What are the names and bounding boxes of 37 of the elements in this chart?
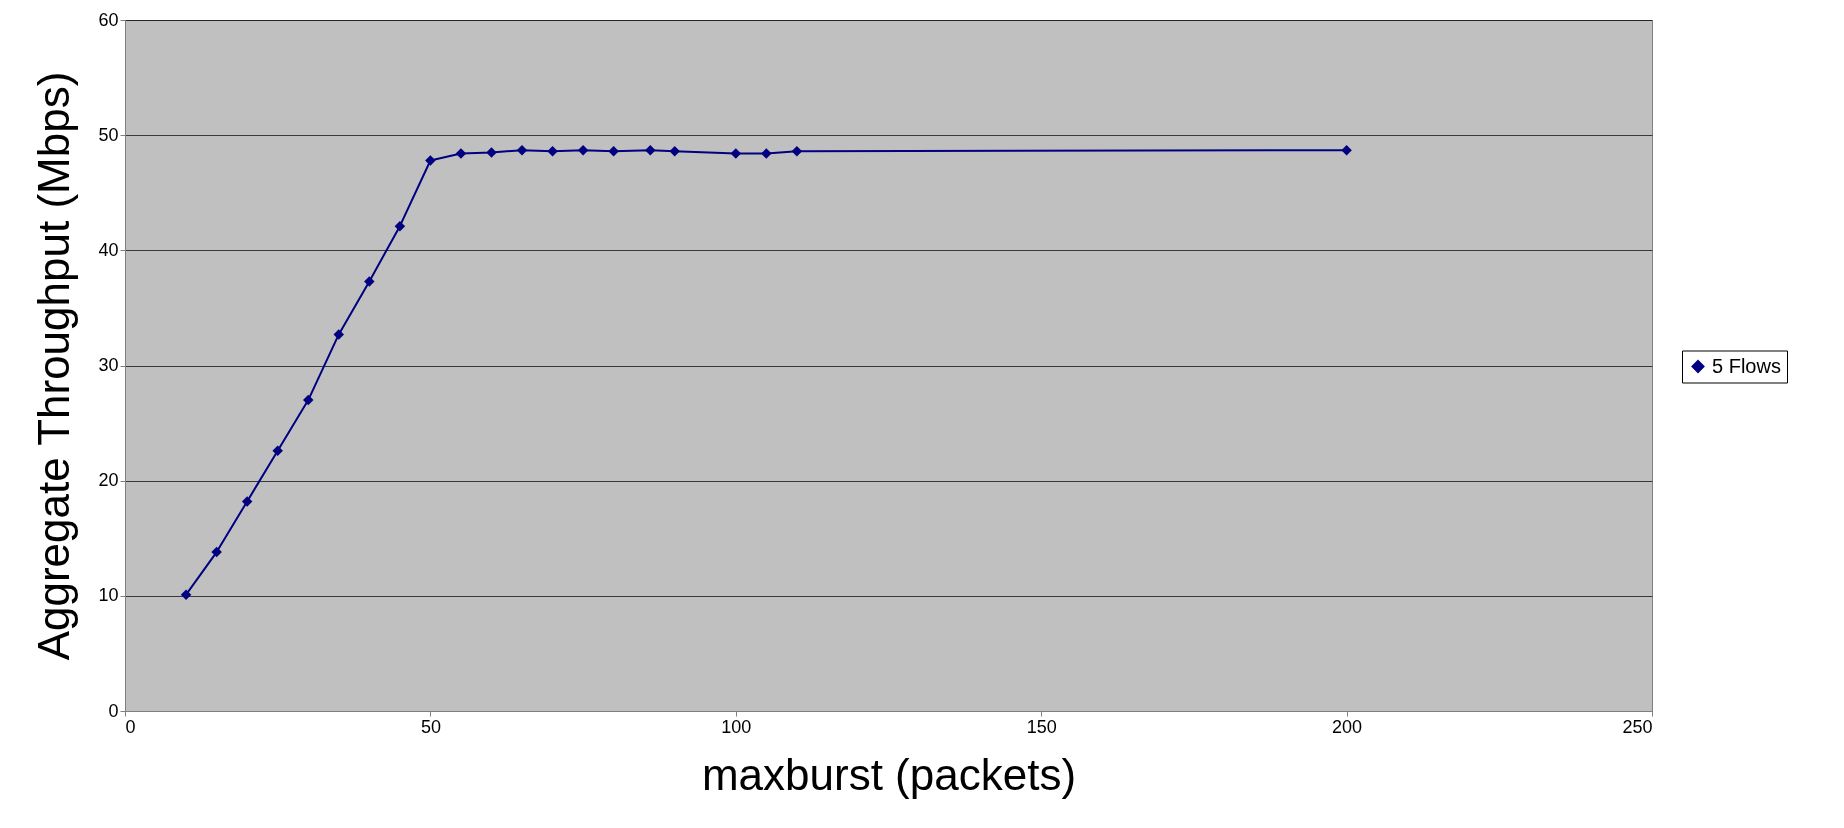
y-tick-label: 20 xyxy=(98,470,119,491)
point xyxy=(455,148,467,159)
y-tick-label: 30 xyxy=(98,355,119,375)
y-tick-label: 10 xyxy=(98,585,119,606)
point xyxy=(577,144,589,156)
point xyxy=(333,329,345,340)
y-tick-label: 50 xyxy=(98,124,119,145)
x-tick-label: 200 xyxy=(1332,716,1363,737)
point xyxy=(303,394,314,406)
point xyxy=(241,496,253,507)
point xyxy=(272,445,283,456)
y-axis-title: Aggregate Throughput (Mbps) xyxy=(29,71,79,661)
y-tick-label: 40 xyxy=(98,239,119,260)
point xyxy=(516,144,528,156)
x-tick-label: 250 xyxy=(1622,716,1653,737)
x-tick-label: 50 xyxy=(420,716,441,737)
legend-label: 5 Flows xyxy=(1712,354,1781,377)
point xyxy=(364,276,375,287)
point xyxy=(211,546,222,558)
point xyxy=(608,146,619,157)
y-tick-label: 0 xyxy=(108,700,119,721)
point xyxy=(394,220,406,232)
x-tick-label: 150 xyxy=(1026,716,1057,737)
point xyxy=(645,144,656,156)
point xyxy=(730,148,742,159)
point xyxy=(547,146,558,157)
point xyxy=(425,155,436,166)
x-tick-label: 0 xyxy=(125,716,136,737)
point xyxy=(486,147,497,158)
point xyxy=(1341,144,1352,156)
y-tick-label: 60 xyxy=(98,9,119,30)
x-axis-title: maxburst (packets) xyxy=(701,749,1077,799)
point xyxy=(669,146,680,157)
point xyxy=(761,148,772,159)
point xyxy=(180,589,192,600)
x-tick-label: 100 xyxy=(721,716,752,737)
point xyxy=(791,146,803,157)
